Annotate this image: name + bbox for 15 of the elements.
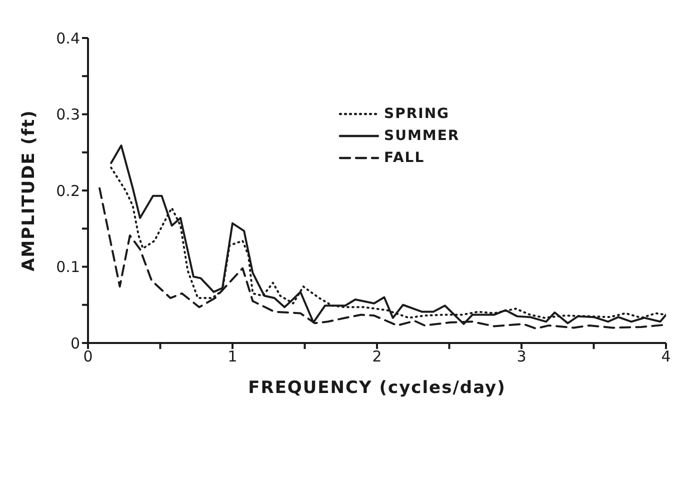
y-tick-label: 0.4 [56,29,80,48]
x-tick-label: 3 [516,348,526,366]
x-tick-label: 1 [228,348,238,366]
legend-label: FALL [384,150,425,166]
legend-label: SUMMER [384,128,460,144]
y-axis-title: AMPLITUDE (ft) [19,110,40,272]
x-tick-label: 0 [83,348,93,366]
x-tick-label: 4 [661,348,671,366]
x-tick-label: 2 [372,348,382,366]
y-tick-label: 0 [70,334,80,352]
legend-label: SPRING [384,106,450,122]
x-axis-title: FREQUENCY (cycles/day) [248,378,506,398]
y-tick-label: 0.1 [56,258,80,276]
y-tick-label: 0.3 [56,106,80,124]
y-tick-label: 0.2 [56,182,80,200]
